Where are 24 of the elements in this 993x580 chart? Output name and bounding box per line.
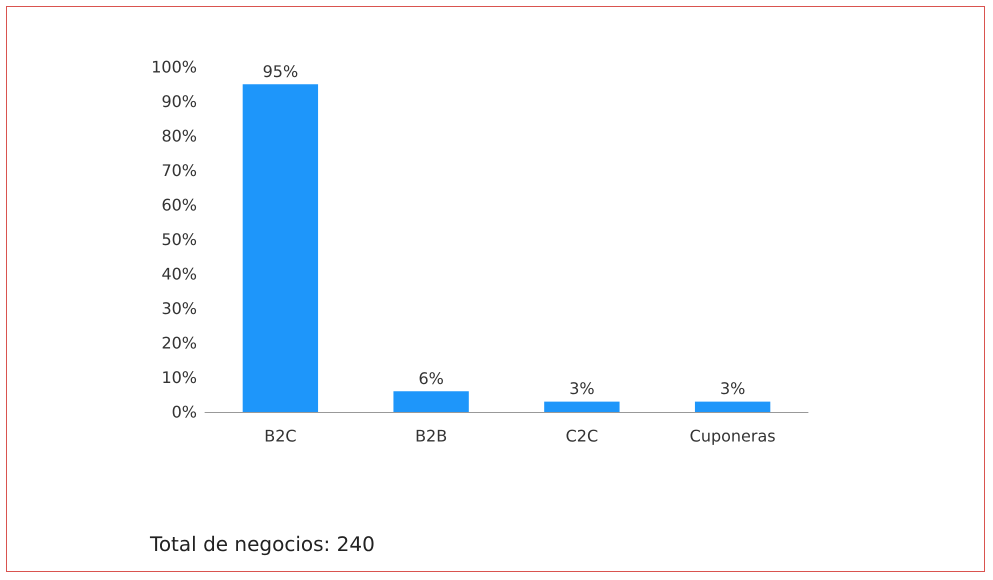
data-label: 95% [262, 62, 298, 81]
bar [694, 402, 770, 412]
x-tick-label: B2B [415, 426, 448, 446]
x-tick-label: B2C [264, 426, 297, 446]
text: Total de negocios: 240 [150, 532, 375, 556]
bar [393, 391, 469, 412]
y-tick-label: 40% [161, 264, 197, 284]
y-tick-label: 90% [161, 92, 197, 111]
bar [242, 84, 318, 412]
y-tick-label: 50% [161, 230, 197, 249]
y-tick-label: 100% [151, 58, 197, 76]
y-tick-label: 60% [161, 196, 197, 214]
y-tick-label: 0% [172, 402, 197, 422]
y-tick-label: 80% [161, 126, 197, 146]
data-label: 6% [418, 368, 444, 388]
y-tick-label: 30% [161, 299, 197, 318]
data-label: 3% [569, 379, 595, 398]
data-label: 3% [720, 379, 746, 398]
x-tick-label: C2C [566, 426, 598, 446]
y-tick-label: 20% [161, 334, 197, 352]
y-tick-label: 70% [161, 161, 197, 180]
bar [544, 402, 620, 412]
x-tick-label: Cuponeras [690, 426, 776, 446]
y-tick-label: 10% [161, 368, 197, 387]
